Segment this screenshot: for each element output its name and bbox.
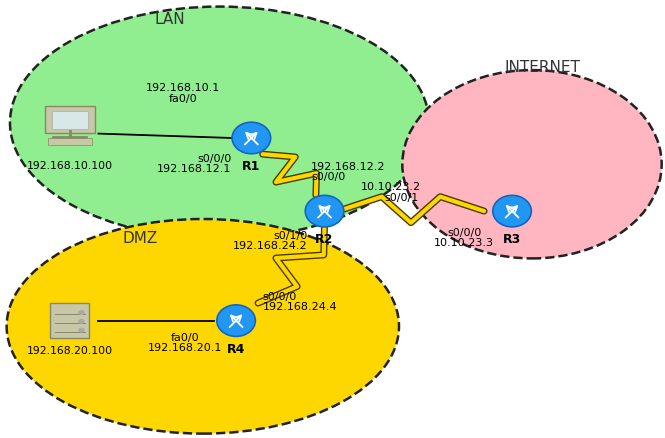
Text: INTERNET: INTERNET bbox=[504, 60, 580, 75]
Circle shape bbox=[79, 328, 84, 332]
Circle shape bbox=[79, 320, 84, 323]
Ellipse shape bbox=[10, 7, 429, 239]
Text: R2: R2 bbox=[315, 233, 334, 246]
Ellipse shape bbox=[493, 195, 531, 227]
FancyBboxPatch shape bbox=[45, 106, 95, 133]
Text: 192.168.10.100: 192.168.10.100 bbox=[27, 161, 113, 171]
Ellipse shape bbox=[305, 195, 344, 227]
Text: DMZ: DMZ bbox=[122, 231, 158, 246]
Text: 192.168.24.2: 192.168.24.2 bbox=[233, 241, 307, 251]
Text: 192.168.12.1: 192.168.12.1 bbox=[157, 164, 231, 173]
Text: R1: R1 bbox=[242, 160, 261, 173]
Text: s0/0/1: s0/0/1 bbox=[384, 193, 419, 203]
FancyBboxPatch shape bbox=[48, 138, 92, 145]
Text: 192.168.20.1: 192.168.20.1 bbox=[148, 343, 222, 353]
Ellipse shape bbox=[402, 70, 662, 258]
Text: R3: R3 bbox=[503, 233, 521, 246]
Text: 192.168.12.2: 192.168.12.2 bbox=[311, 162, 386, 172]
Text: 10.10.23.3: 10.10.23.3 bbox=[434, 238, 494, 248]
Text: s0/1/0: s0/1/0 bbox=[273, 231, 307, 240]
Text: 192.168.20.100: 192.168.20.100 bbox=[27, 346, 113, 356]
Text: 192.168.10.1: 192.168.10.1 bbox=[146, 83, 220, 92]
Text: R4: R4 bbox=[227, 343, 245, 356]
Ellipse shape bbox=[232, 122, 271, 154]
Text: s0/0/0: s0/0/0 bbox=[311, 173, 346, 182]
Ellipse shape bbox=[217, 305, 255, 336]
Text: s0/0/0: s0/0/0 bbox=[263, 292, 297, 302]
Text: LAN: LAN bbox=[154, 12, 185, 27]
Text: fa0/0: fa0/0 bbox=[170, 333, 200, 343]
Text: fa0/0: fa0/0 bbox=[168, 94, 198, 103]
Text: s0/0/0: s0/0/0 bbox=[447, 228, 481, 238]
Circle shape bbox=[79, 311, 84, 314]
FancyBboxPatch shape bbox=[52, 111, 88, 129]
Text: 192.168.24.4: 192.168.24.4 bbox=[263, 303, 337, 312]
Ellipse shape bbox=[7, 219, 399, 434]
FancyBboxPatch shape bbox=[51, 303, 90, 338]
Text: 10.10.23.2: 10.10.23.2 bbox=[360, 183, 420, 192]
Text: s0/0/0: s0/0/0 bbox=[197, 154, 231, 163]
